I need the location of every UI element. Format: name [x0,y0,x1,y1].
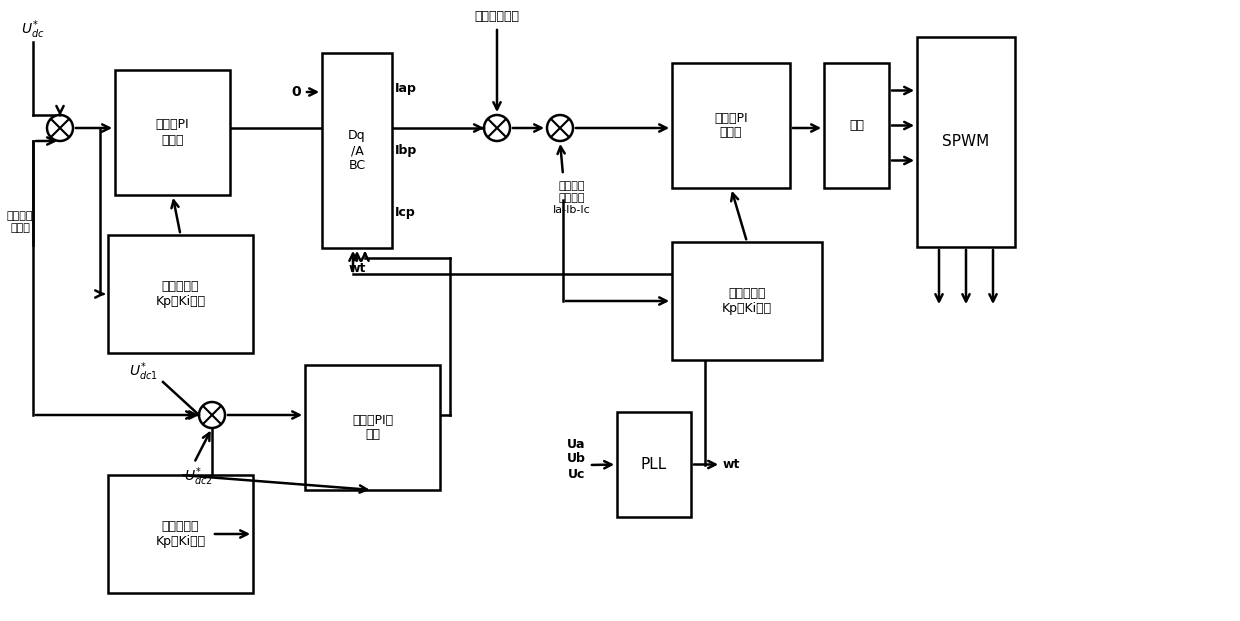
FancyBboxPatch shape [108,475,253,593]
Text: 无功电流指令: 无功电流指令 [475,11,520,24]
FancyBboxPatch shape [322,53,392,248]
Text: 自适应PI控
制器: 自适应PI控 制器 [352,414,393,442]
Circle shape [484,115,510,141]
Text: Ibp: Ibp [396,144,417,157]
Text: $U_{dc1}^{*}$: $U_{dc1}^{*}$ [129,361,157,383]
Text: wt: wt [723,458,740,471]
Circle shape [47,115,73,141]
Text: $U_{dc}^{*}$: $U_{dc}^{*}$ [21,19,45,42]
Text: 自适应参数
Kp和Ki调节: 自适应参数 Kp和Ki调节 [722,287,773,315]
FancyBboxPatch shape [918,37,1016,247]
Text: Icp: Icp [396,206,415,219]
Text: wt: wt [348,261,366,274]
FancyBboxPatch shape [305,365,440,490]
Text: 0: 0 [291,85,301,99]
FancyBboxPatch shape [672,242,822,360]
Text: 限幅: 限幅 [849,119,864,132]
Text: Dq
/A
BC: Dq /A BC [348,129,366,172]
Text: SPWM: SPWM [942,135,990,150]
Circle shape [198,402,224,428]
FancyBboxPatch shape [825,63,889,188]
FancyBboxPatch shape [672,63,790,188]
Text: 三相电感
电流反馈
Ia-Ib-Ic: 三相电感 电流反馈 Ia-Ib-Ic [553,181,591,215]
Text: 母线电压
采样值: 母线电压 采样值 [6,211,33,233]
Text: PLL: PLL [641,457,667,472]
Text: 自适应PI
控制器: 自适应PI 控制器 [714,112,748,140]
FancyBboxPatch shape [108,235,253,353]
Circle shape [547,115,573,141]
FancyBboxPatch shape [115,70,229,195]
Text: 自适应参数
Kp和Ki调节: 自适应参数 Kp和Ki调节 [155,280,206,308]
FancyBboxPatch shape [618,412,691,517]
Text: Iap: Iap [396,81,417,94]
Text: 自适应参数
Kp和Ki调节: 自适应参数 Kp和Ki调节 [155,520,206,548]
Text: $U_{dc2}^{*}$: $U_{dc2}^{*}$ [184,466,212,488]
Text: Ua
Ub
Uc: Ua Ub Uc [567,438,587,481]
Text: 自适应PI
控制器: 自适应PI 控制器 [156,119,190,147]
